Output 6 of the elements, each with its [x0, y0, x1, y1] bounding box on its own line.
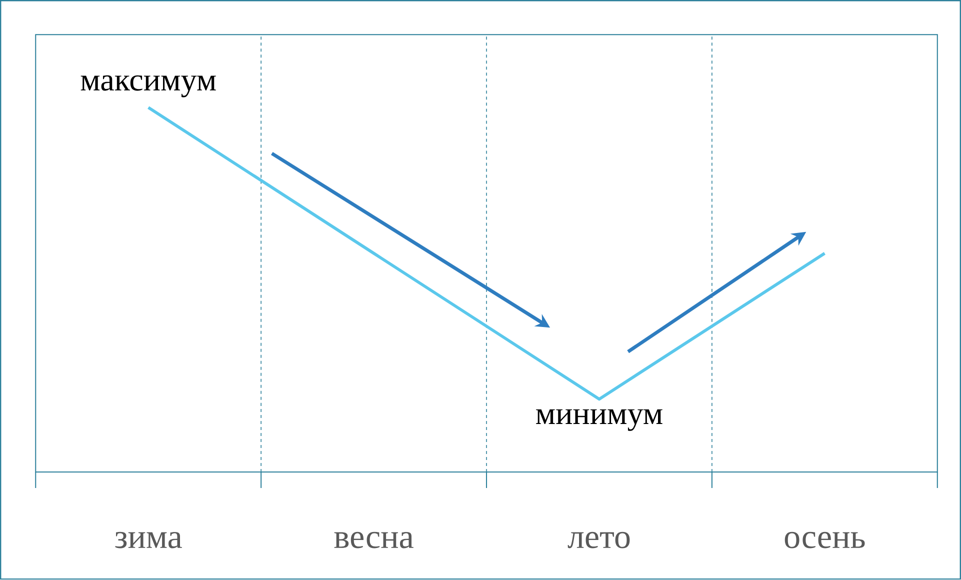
x-tick-label: осень [784, 532, 865, 548]
x-tick-label: зима [115, 532, 182, 548]
x-tick-label: весна [334, 532, 414, 548]
annotation: максимум [80, 75, 216, 98]
annotation: минимум [536, 409, 662, 432]
x-tick-label: лето [568, 532, 630, 548]
